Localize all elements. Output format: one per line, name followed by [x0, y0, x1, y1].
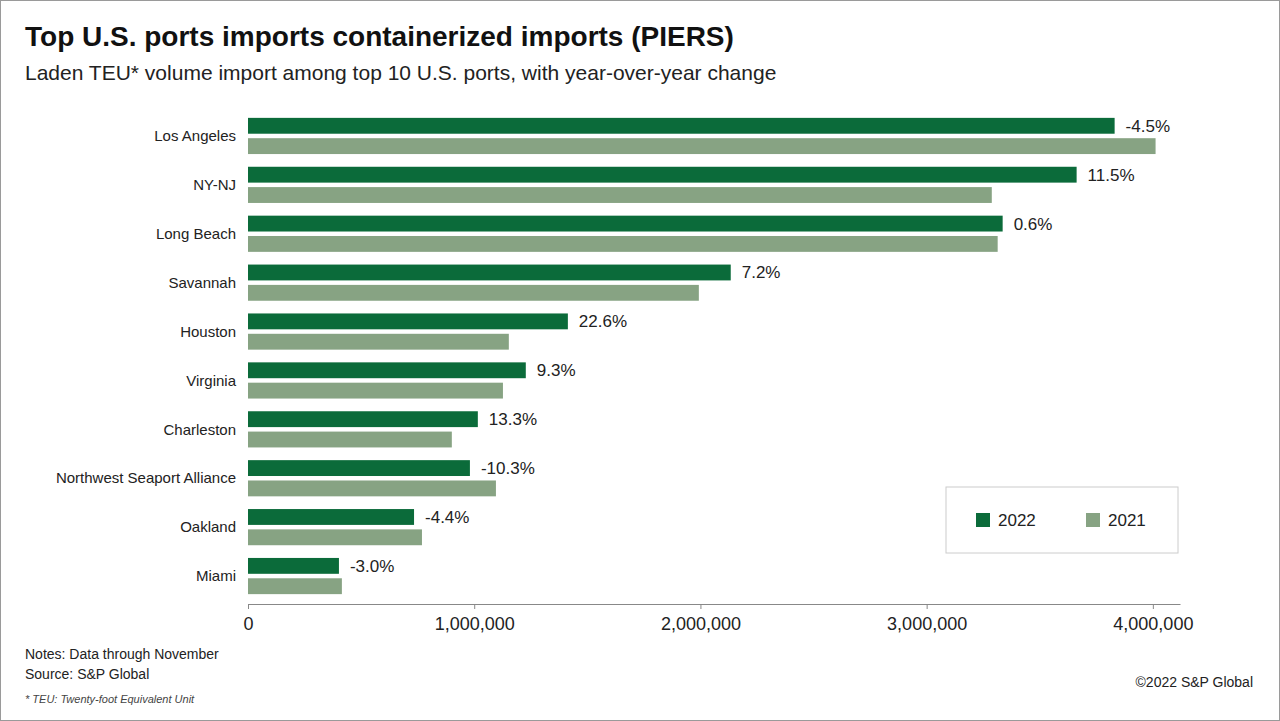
bar	[248, 167, 1077, 183]
bar	[248, 138, 1156, 154]
bar	[248, 480, 496, 496]
tick-mark	[474, 604, 475, 609]
tick-mark	[700, 604, 701, 609]
note: Notes: Data through November	[25, 646, 219, 662]
yoy-label: -4.4%	[425, 508, 469, 527]
legend-label: 2021	[1108, 511, 1146, 530]
legend-label: 2022	[998, 511, 1036, 530]
category-label: Northwest Seaport Alliance	[56, 469, 236, 486]
tick-mark	[1153, 604, 1154, 609]
category-label: Oakland	[180, 518, 236, 535]
bar	[248, 383, 503, 399]
chart: Top U.S. ports imports containerized imp…	[0, 0, 1280, 721]
legend-swatch	[976, 513, 990, 527]
bar	[248, 265, 731, 281]
bars	[248, 118, 1156, 594]
tick: 4,000,000	[1113, 604, 1193, 634]
tick-mark	[927, 604, 928, 609]
tick: 0	[243, 604, 253, 634]
category-label: NY-NJ	[193, 176, 236, 193]
tick-label: 0	[243, 614, 253, 634]
category-label: Charleston	[163, 421, 236, 438]
bar	[248, 187, 992, 203]
tick-label: 1,000,000	[435, 614, 515, 634]
title: Top U.S. ports imports containerized imp…	[25, 21, 734, 52]
tick: 3,000,000	[887, 604, 967, 634]
bar	[248, 558, 339, 574]
legend: 2022 2021	[946, 487, 1178, 553]
footnote: * TEU: Twenty-foot Equivalent Unit	[25, 693, 195, 705]
series	[248, 138, 1156, 594]
category-label: Miami	[196, 567, 236, 584]
bar	[248, 285, 699, 301]
tick-label: 2,000,000	[661, 614, 741, 634]
axis-line	[249, 604, 1181, 605]
bar	[248, 529, 422, 545]
bar	[248, 460, 470, 476]
yoy-label: 11.5%	[1088, 166, 1135, 185]
yoy-label: -3.0%	[350, 557, 394, 576]
yoy-label: 22.6%	[579, 312, 627, 331]
tick-label: 4,000,000	[1113, 614, 1193, 634]
category-label: Los Angeles	[154, 127, 236, 144]
category-label: Virginia	[186, 372, 236, 389]
subtitle: Laden TEU* volume import among top 10 U.…	[25, 61, 776, 84]
x-axis: 0 1,000,000 2,000,000 3,000,000 4,000,000	[243, 604, 1193, 634]
legend-swatch	[1086, 513, 1100, 527]
category-label: Long Beach	[156, 225, 236, 242]
category-labels: Los Angeles NY-NJ Long Beach Savannah Housto…	[56, 127, 237, 584]
bar	[248, 432, 452, 448]
bar	[248, 236, 998, 252]
category-label: Houston	[180, 323, 236, 340]
legend-box	[946, 487, 1178, 553]
tick: 1,000,000	[435, 604, 515, 634]
yoy-label: -4.5%	[1126, 117, 1170, 136]
bar	[248, 334, 509, 350]
frame	[1, 1, 1280, 721]
tick-mark	[248, 604, 249, 609]
bar	[248, 216, 1003, 232]
bar	[248, 362, 526, 378]
bar	[248, 509, 414, 525]
bar	[248, 313, 568, 329]
category-label: Savannah	[168, 274, 236, 291]
bar	[248, 118, 1115, 134]
tick: 2,000,000	[661, 604, 741, 634]
note: Source: S&P Global	[25, 666, 149, 682]
yoy-label: 7.2%	[742, 263, 781, 282]
yoy-label: 13.3%	[489, 410, 537, 429]
bar	[248, 411, 478, 427]
yoy-label: 0.6%	[1014, 215, 1053, 234]
yoy-label: -10.3%	[481, 459, 535, 478]
copyright: ©2022 S&P Global	[1136, 674, 1253, 690]
yoy-label: 9.3%	[537, 361, 576, 380]
tick-label: 3,000,000	[887, 614, 967, 634]
bar	[248, 578, 342, 594]
